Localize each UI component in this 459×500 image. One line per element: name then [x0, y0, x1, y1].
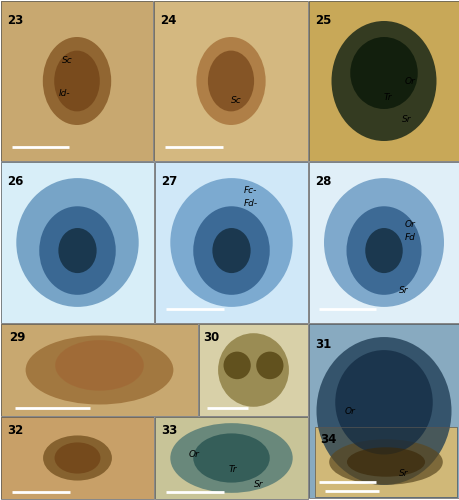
Text: 32: 32: [7, 424, 23, 436]
Text: Or: Or: [188, 450, 199, 459]
Text: 33: 33: [161, 424, 177, 436]
Text: 34: 34: [320, 432, 336, 446]
Ellipse shape: [212, 228, 250, 273]
Text: Sc: Sc: [230, 96, 241, 104]
Ellipse shape: [43, 436, 112, 480]
Ellipse shape: [196, 37, 265, 125]
Bar: [1, 1, 153, 161]
Ellipse shape: [256, 352, 283, 379]
Ellipse shape: [39, 206, 116, 295]
Bar: [308, 1, 458, 161]
Ellipse shape: [346, 448, 424, 476]
Bar: [314, 427, 456, 497]
Ellipse shape: [43, 37, 111, 125]
Bar: [199, 324, 308, 416]
Bar: [308, 324, 458, 498]
Bar: [308, 162, 458, 323]
Text: Fd: Fd: [404, 233, 415, 242]
Text: Or: Or: [404, 76, 415, 86]
Bar: [1, 417, 154, 499]
Text: Sr: Sr: [401, 115, 411, 124]
Ellipse shape: [329, 440, 442, 485]
Ellipse shape: [346, 206, 420, 295]
Bar: [154, 1, 308, 161]
Bar: [308, 162, 458, 323]
Text: Fd-: Fd-: [243, 200, 257, 208]
Bar: [1, 162, 154, 323]
Text: 26: 26: [7, 175, 23, 188]
Text: Fc-: Fc-: [243, 186, 257, 196]
Bar: [155, 162, 308, 323]
Text: 23: 23: [7, 14, 23, 27]
Bar: [314, 427, 456, 497]
Ellipse shape: [58, 228, 96, 273]
Ellipse shape: [331, 21, 436, 141]
Bar: [308, 324, 458, 498]
Bar: [155, 417, 308, 499]
Bar: [154, 1, 308, 161]
Text: 29: 29: [9, 332, 25, 344]
Bar: [199, 324, 308, 416]
Bar: [1, 324, 197, 416]
Bar: [1, 417, 154, 499]
Bar: [1, 324, 197, 416]
Text: 28: 28: [314, 175, 330, 188]
Ellipse shape: [335, 350, 432, 455]
Ellipse shape: [349, 37, 417, 109]
Ellipse shape: [170, 178, 292, 307]
Ellipse shape: [223, 352, 250, 379]
Ellipse shape: [193, 434, 269, 482]
Ellipse shape: [364, 228, 402, 273]
Ellipse shape: [170, 423, 292, 493]
Bar: [1, 1, 153, 161]
Text: 27: 27: [161, 175, 177, 188]
Text: 25: 25: [314, 14, 330, 27]
Ellipse shape: [26, 336, 173, 404]
Ellipse shape: [316, 337, 451, 485]
Text: 24: 24: [160, 14, 176, 27]
Text: Sc: Sc: [62, 56, 73, 64]
Bar: [1, 162, 154, 323]
Ellipse shape: [55, 442, 100, 474]
Bar: [308, 1, 458, 161]
Text: Id-: Id-: [59, 90, 70, 98]
Ellipse shape: [207, 50, 253, 112]
Text: Sr: Sr: [254, 480, 263, 488]
Text: 30: 30: [203, 332, 219, 344]
Bar: [155, 162, 308, 323]
Text: Tr: Tr: [383, 92, 392, 102]
Text: Sr: Sr: [398, 286, 408, 296]
Text: Sr: Sr: [398, 469, 408, 478]
Bar: [155, 417, 308, 499]
Text: Tr: Tr: [228, 465, 236, 474]
Text: Or: Or: [404, 220, 415, 230]
Ellipse shape: [54, 50, 100, 112]
Text: Or: Or: [344, 406, 355, 416]
Ellipse shape: [55, 340, 144, 390]
Ellipse shape: [193, 206, 269, 295]
Text: 31: 31: [314, 338, 330, 351]
Ellipse shape: [16, 178, 139, 307]
Ellipse shape: [218, 333, 288, 407]
Ellipse shape: [323, 178, 443, 307]
